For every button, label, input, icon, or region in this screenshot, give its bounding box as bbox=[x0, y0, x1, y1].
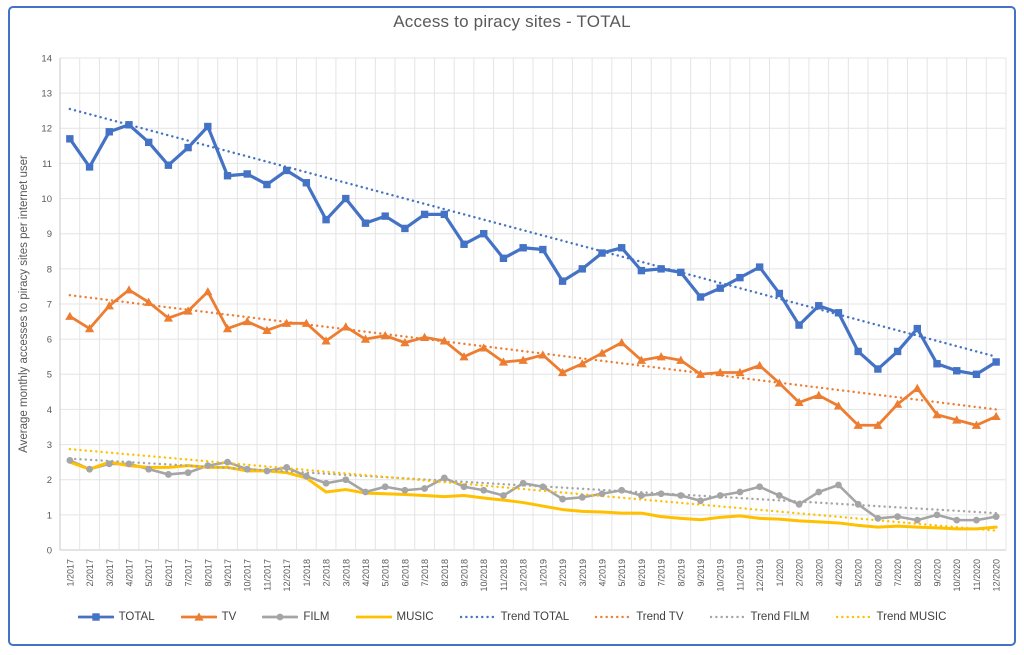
chart-title: Access to piracy sites - TOTAL bbox=[393, 12, 631, 31]
svg-text:4/2020: 4/2020 bbox=[834, 559, 844, 587]
series-markers bbox=[65, 121, 1001, 524]
trend-line-swatch-icon bbox=[835, 615, 872, 619]
svg-text:11: 11 bbox=[42, 159, 52, 170]
svg-text:2/2017: 2/2017 bbox=[85, 559, 95, 587]
svg-text:7/2019: 7/2019 bbox=[657, 559, 667, 587]
series-line-total bbox=[68, 123, 998, 376]
svg-text:12/2020: 12/2020 bbox=[992, 559, 1002, 592]
svg-text:8/2020: 8/2020 bbox=[913, 559, 923, 587]
svg-text:3/2020: 3/2020 bbox=[814, 559, 824, 587]
legend-item-total: TOTAL bbox=[77, 610, 155, 624]
trend-line-swatch-icon bbox=[709, 615, 746, 619]
legend-label: FILM bbox=[303, 611, 330, 623]
svg-text:1/2019: 1/2019 bbox=[538, 559, 548, 587]
svg-text:3/2019: 3/2019 bbox=[578, 559, 588, 587]
series-line-swatch-icon bbox=[262, 613, 299, 621]
svg-text:11/2019: 11/2019 bbox=[735, 559, 745, 591]
svg-text:6/2018: 6/2018 bbox=[400, 559, 410, 587]
legend-item-film: FILM bbox=[262, 610, 330, 624]
legend-item-music: MUSIC bbox=[355, 610, 434, 624]
svg-text:1/2018: 1/2018 bbox=[302, 559, 312, 587]
y-axis-title: Average monthly accesses to piracy sites… bbox=[18, 155, 30, 453]
legend-item-trend-total: Trend TOTAL bbox=[459, 610, 570, 624]
svg-text:0: 0 bbox=[47, 545, 52, 556]
svg-text:9/2019: 9/2019 bbox=[696, 559, 706, 587]
svg-text:1/2017: 1/2017 bbox=[65, 559, 75, 587]
svg-text:3: 3 bbox=[47, 440, 52, 451]
svg-text:2/2020: 2/2020 bbox=[795, 559, 805, 587]
svg-text:14: 14 bbox=[41, 53, 52, 64]
svg-text:2: 2 bbox=[47, 475, 52, 486]
legend-label: Trend MUSIC bbox=[876, 611, 947, 623]
svg-text:6: 6 bbox=[47, 335, 52, 346]
svg-text:4/2018: 4/2018 bbox=[361, 559, 371, 587]
trend-line-trend-film bbox=[68, 457, 998, 515]
svg-text:9/2017: 9/2017 bbox=[223, 559, 233, 587]
legend-label: MUSIC bbox=[396, 611, 434, 623]
series-line-swatch-icon bbox=[355, 615, 392, 619]
series-line-swatch-icon bbox=[180, 612, 217, 621]
svg-text:11/2017: 11/2017 bbox=[262, 559, 272, 591]
legend-item-tv: TV bbox=[180, 610, 237, 624]
svg-text:11/2018: 11/2018 bbox=[499, 559, 509, 591]
svg-text:5: 5 bbox=[47, 370, 52, 381]
svg-text:6/2019: 6/2019 bbox=[637, 559, 647, 587]
svg-text:10: 10 bbox=[41, 194, 52, 205]
svg-text:1: 1 bbox=[47, 510, 52, 521]
svg-text:8/2018: 8/2018 bbox=[440, 559, 450, 587]
svg-text:9/2018: 9/2018 bbox=[460, 559, 470, 587]
svg-text:7/2017: 7/2017 bbox=[184, 559, 194, 587]
trend-line-trend-total bbox=[68, 107, 998, 358]
legend-label: TOTAL bbox=[118, 611, 155, 623]
svg-text:8: 8 bbox=[47, 264, 52, 275]
svg-text:7/2018: 7/2018 bbox=[420, 559, 430, 587]
svg-text:11/2020: 11/2020 bbox=[972, 559, 982, 591]
svg-text:12/2019: 12/2019 bbox=[755, 559, 765, 592]
svg-text:13: 13 bbox=[41, 89, 52, 100]
legend-item-trend-tv: Trend TV bbox=[595, 610, 684, 624]
svg-text:4: 4 bbox=[47, 405, 52, 416]
svg-text:12: 12 bbox=[41, 124, 52, 135]
legend-label: Trend TOTAL bbox=[500, 611, 570, 623]
svg-text:7/2020: 7/2020 bbox=[893, 559, 903, 587]
legend-label: Trend FILM bbox=[750, 611, 810, 623]
svg-text:2/2018: 2/2018 bbox=[322, 559, 332, 587]
gridlines bbox=[59, 57, 1007, 551]
trend-line-swatch-icon bbox=[459, 615, 496, 619]
svg-text:10/2019: 10/2019 bbox=[716, 559, 726, 592]
svg-text:9/2020: 9/2020 bbox=[933, 559, 943, 587]
svg-text:8/2017: 8/2017 bbox=[203, 559, 213, 587]
svg-text:2/2019: 2/2019 bbox=[558, 559, 568, 587]
svg-text:6/2017: 6/2017 bbox=[164, 559, 174, 587]
svg-text:5/2017: 5/2017 bbox=[144, 559, 154, 587]
svg-text:6/2020: 6/2020 bbox=[873, 559, 883, 587]
svg-text:5/2019: 5/2019 bbox=[617, 559, 627, 587]
svg-text:8/2019: 8/2019 bbox=[676, 559, 686, 587]
svg-text:7: 7 bbox=[47, 299, 52, 310]
svg-text:10/2018: 10/2018 bbox=[479, 559, 489, 592]
svg-text:12/2018: 12/2018 bbox=[519, 559, 529, 592]
x-axis-tick-labels: 1/2017 2/2017 3/2017 4/2017 5/2017 6/2017 7/20… bbox=[65, 559, 1001, 592]
svg-text:1/2020: 1/2020 bbox=[775, 559, 785, 587]
legend-item-trend-music: Trend MUSIC bbox=[835, 610, 947, 624]
legend-item-trend-film: Trend FILM bbox=[709, 610, 810, 624]
series-line-swatch-icon bbox=[77, 613, 114, 621]
legend-label: TV bbox=[221, 611, 237, 623]
svg-text:3/2017: 3/2017 bbox=[105, 559, 115, 587]
trend-line-trend-tv bbox=[68, 294, 998, 411]
legend: TOTAL TV FILM MUSIC Trend TOTAL Trend TV Trend… bbox=[0, 610, 1024, 624]
svg-text:10/2017: 10/2017 bbox=[243, 559, 253, 592]
svg-text:12/2017: 12/2017 bbox=[282, 559, 292, 592]
svg-text:9: 9 bbox=[47, 229, 52, 240]
svg-text:3/2018: 3/2018 bbox=[341, 559, 351, 587]
svg-text:4/2019: 4/2019 bbox=[597, 559, 607, 587]
svg-text:5/2018: 5/2018 bbox=[381, 559, 391, 587]
svg-text:5/2020: 5/2020 bbox=[854, 559, 864, 587]
svg-text:10/2020: 10/2020 bbox=[952, 559, 962, 592]
legend-label: Trend TV bbox=[636, 611, 684, 623]
svg-text:4/2017: 4/2017 bbox=[124, 559, 134, 587]
trend-line-swatch-icon bbox=[595, 615, 632, 619]
